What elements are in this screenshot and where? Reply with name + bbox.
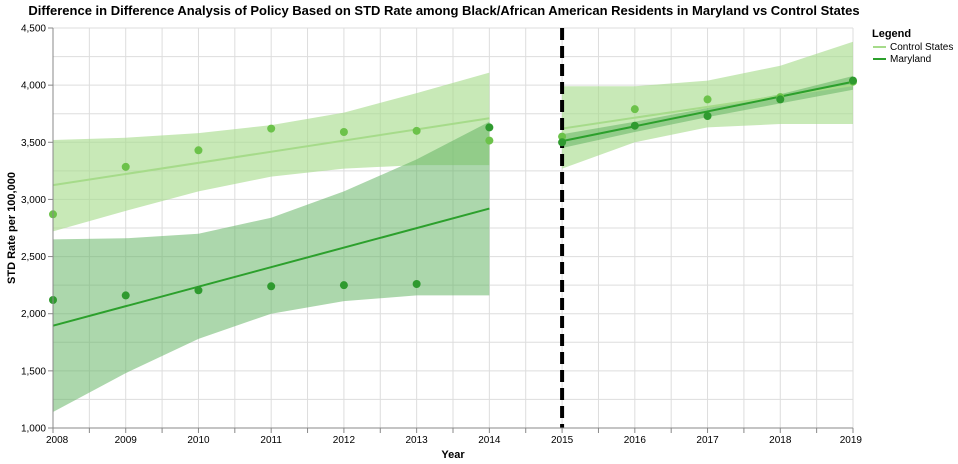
y-tick-label: 2,000 [21,309,46,320]
legend-title: Legend [872,28,911,40]
legend-label: Maryland [890,54,931,65]
data-point [194,146,203,155]
y-tick-label: 1,000 [21,424,46,435]
legend-label: Control States [890,42,953,53]
x-tick-label: 2012 [333,435,356,446]
data-point [267,282,276,291]
x-tick-label: 2008 [46,435,69,446]
data-point [121,162,130,171]
data-point [558,138,567,147]
x-tick-label: 2016 [624,435,647,446]
data-point [412,126,421,135]
data-point [412,280,421,288]
data-point [703,95,712,104]
x-axis-title: Year [441,449,465,461]
x-tick-label: 2017 [696,435,719,446]
x-tick-label: 2013 [406,435,429,446]
y-tick-label: 2,500 [21,252,46,263]
x-tick-label: 2009 [115,435,138,446]
x-tick-label: 2011 [260,435,282,446]
y-tick-label: 1,500 [21,366,46,377]
x-tick-label: 2019 [840,435,863,446]
fit-lines [52,80,854,327]
data-point [703,112,712,120]
data-point [630,105,639,114]
data-points [49,76,857,304]
axes: 1,000 1,500 2,000 2,500 3,000 3,500 4,000 4,500… [21,24,862,447]
x-tick-label: 2018 [769,435,792,446]
data-point [485,136,494,145]
data-point [776,95,785,104]
y-tick-label: 3,500 [21,138,46,149]
x-tick-label: 2015 [551,435,574,446]
y-tick-label: 3,000 [21,195,46,206]
y-axis-title: STD Rate per 100,000 [6,172,18,284]
data-point [267,124,276,133]
data-point [339,281,348,290]
data-point [849,76,857,85]
confidence-band [562,41,853,169]
fit-line [561,80,854,143]
x-tick-label: 2014 [478,435,501,446]
fit-line [52,207,490,327]
data-point [121,291,130,300]
data-point [485,123,494,132]
data-point [194,286,203,295]
x-tick-label: 2010 [187,435,210,446]
chart-title: Difference in Difference Analysis of Pol… [28,3,859,18]
data-point [558,132,567,141]
data-point [630,121,639,130]
y-tick-label: 4,500 [21,24,46,35]
y-tick-label: 4,000 [21,81,46,92]
data-point [339,128,348,136]
